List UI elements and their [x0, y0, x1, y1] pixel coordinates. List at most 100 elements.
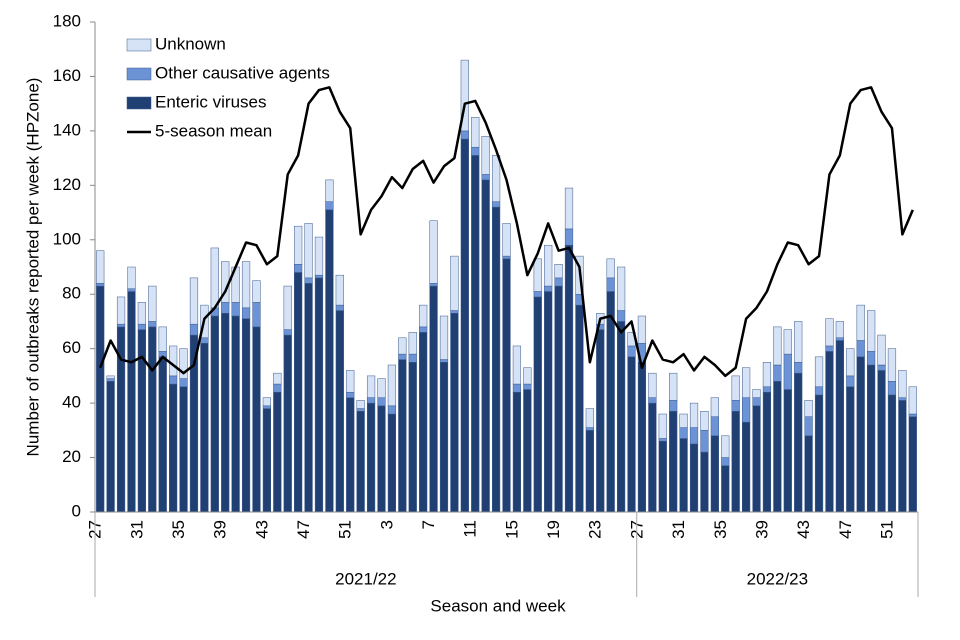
bar-segment [658, 413, 667, 439]
bar-segment [221, 302, 230, 314]
x-tick-label: 31 [127, 520, 146, 539]
bar-segment [867, 351, 876, 366]
bar-segment [314, 274, 324, 279]
bar-segment [366, 375, 376, 398]
bar-segment [554, 277, 563, 287]
bar-segment [856, 304, 865, 341]
bar-segment [481, 179, 490, 513]
bar-segment [325, 179, 334, 202]
bar-segment [637, 362, 647, 513]
bar-segment [794, 362, 803, 374]
legend-label: Other causative agents [155, 63, 330, 82]
group-label: 2022/23 [747, 569, 808, 588]
bar-segment [189, 277, 199, 325]
bar-segment [377, 405, 386, 513]
x-tick-label: 47 [294, 520, 313, 539]
bar-segment [523, 389, 532, 513]
bar-segment [335, 274, 344, 306]
bar-segment [898, 370, 907, 398]
x-axis-title: Season and week [430, 596, 566, 615]
x-tick-label: 35 [169, 520, 188, 539]
bar-segment [721, 435, 730, 458]
bar-segment [825, 345, 834, 352]
bar-segment [575, 304, 584, 513]
bar-segment [450, 310, 459, 314]
legend-swatch [126, 96, 152, 110]
bar-segment [616, 266, 626, 311]
bar-segment [877, 364, 886, 371]
bar-segment [127, 288, 136, 292]
bar-segment [325, 209, 334, 513]
bar-segment [627, 345, 636, 358]
legend-swatch [126, 38, 152, 52]
bar-segment [408, 353, 417, 363]
x-tick-label: 31 [669, 520, 688, 539]
bar-segment [283, 329, 292, 336]
bar-segment [471, 155, 480, 513]
y-tick-label: 20 [62, 447, 81, 466]
bar-segment [398, 353, 407, 360]
bar-segment [742, 421, 751, 513]
bar-segment [825, 318, 834, 347]
bar-segment [512, 345, 522, 385]
bar-segment [877, 334, 886, 366]
bar-segment [283, 334, 292, 513]
y-axis-title: Number of outbreaks reported per week (H… [23, 78, 42, 457]
bar-segment [356, 411, 365, 513]
bar-segment [304, 277, 313, 284]
bar-segment [471, 146, 480, 156]
bar-segment [762, 391, 772, 513]
bar-segment [460, 138, 469, 513]
bar-segment [106, 381, 115, 513]
bar-segment [179, 378, 188, 388]
bar-segment [731, 400, 740, 412]
bar-segment [179, 348, 188, 379]
bar-segment [783, 353, 792, 390]
bar-segment [533, 291, 542, 298]
bar-segment [439, 315, 449, 360]
bar-segment [262, 408, 271, 513]
bar-segment [544, 244, 553, 287]
bar-segment [554, 264, 563, 279]
bar-segment [867, 364, 876, 513]
bar-segment [429, 220, 438, 284]
bar-segment [179, 386, 188, 513]
bar-segment [398, 337, 407, 355]
bar-segment [96, 285, 105, 513]
bar-segment [460, 59, 469, 132]
bar-segment [908, 416, 917, 513]
bar-segment [387, 413, 397, 513]
bar-segment [658, 438, 667, 442]
bar-segment [794, 372, 803, 513]
bar-segment [366, 397, 376, 404]
bar-segment [669, 372, 678, 401]
bar-segment [116, 296, 126, 325]
bar-segment [700, 411, 709, 431]
bar-segment [606, 291, 615, 513]
y-tick-label: 0 [72, 501, 81, 520]
bar-segment [439, 359, 449, 363]
bar-segment [294, 264, 303, 273]
bar-segment [710, 435, 719, 513]
bar-segment [512, 391, 522, 513]
bar-segment [491, 201, 501, 208]
bar-segment [794, 321, 803, 363]
bar-segment [523, 367, 532, 385]
x-tick-label: 19 [544, 520, 563, 539]
bar-segment [377, 397, 386, 407]
bar-segment [450, 313, 459, 513]
bar-segment [481, 136, 490, 175]
bar-segment [804, 416, 813, 437]
bar-segment [408, 332, 417, 355]
bar-segment [252, 302, 261, 328]
bar-segment [335, 304, 344, 311]
bar-segment [564, 244, 574, 513]
bar-segment [116, 323, 126, 328]
bar-segment [502, 255, 511, 260]
bar-segment [419, 304, 428, 328]
bar-segment [387, 405, 397, 415]
bar-segment [262, 397, 271, 407]
bar-segment [752, 389, 761, 398]
bar-segment [408, 362, 417, 513]
legend-label: Enteric viruses [155, 92, 266, 111]
